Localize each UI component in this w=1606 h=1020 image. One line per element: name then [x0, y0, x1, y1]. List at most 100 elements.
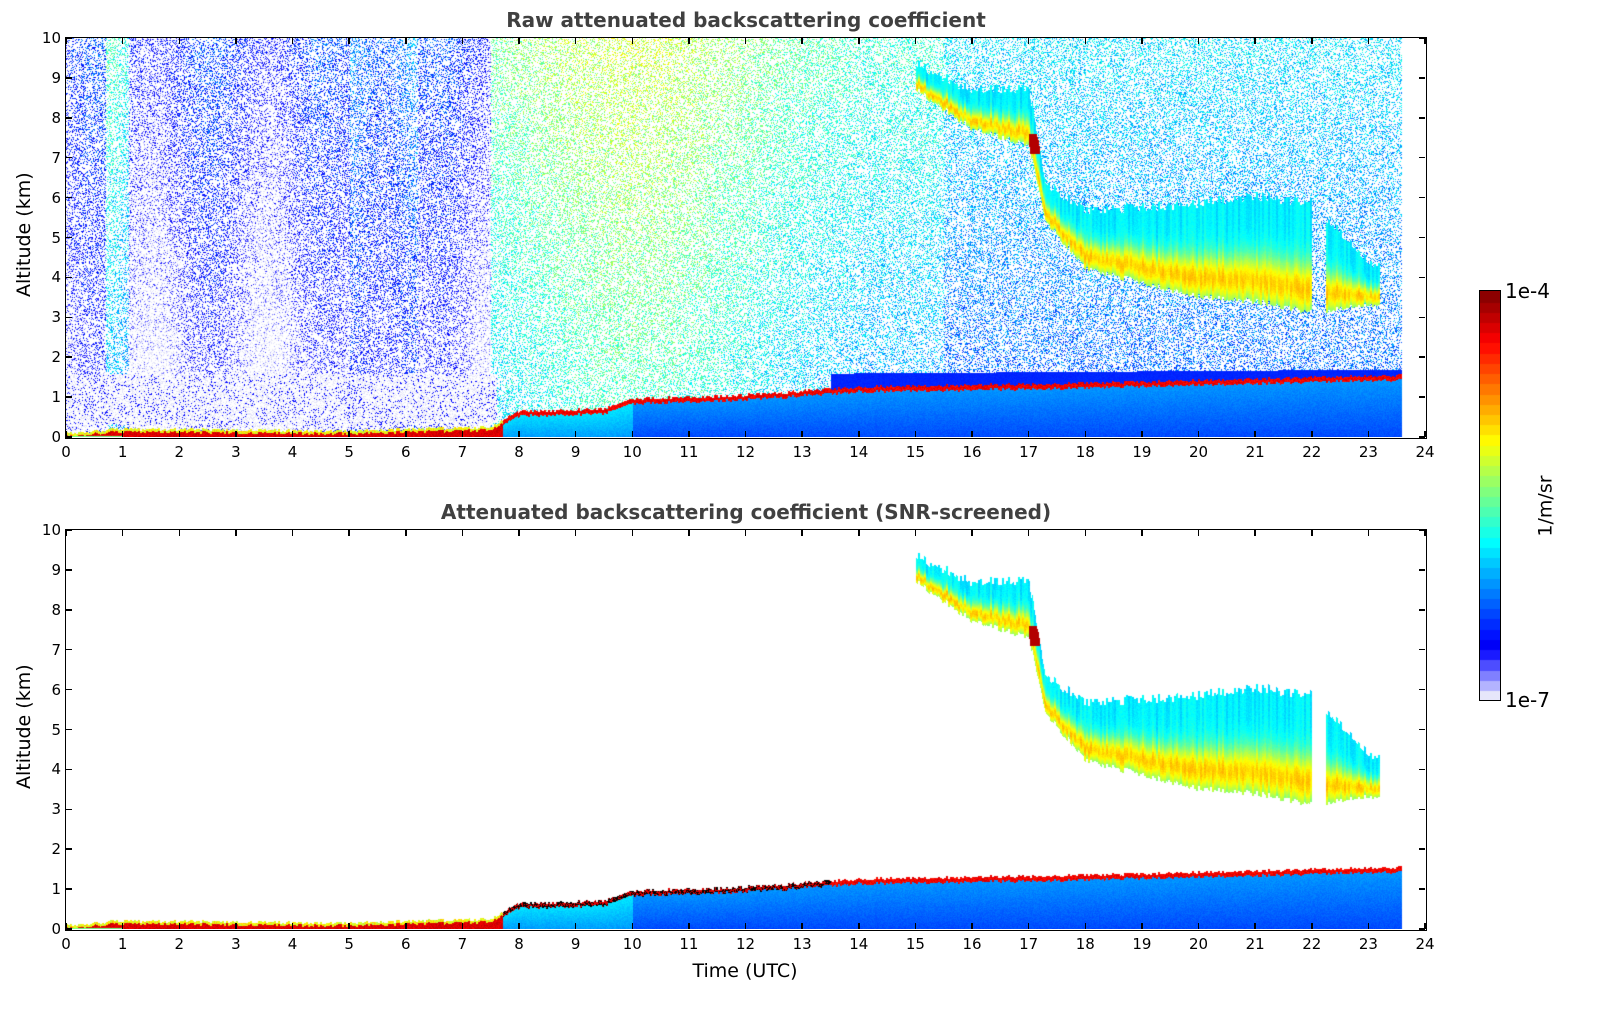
x-tick [1027, 431, 1030, 437]
x-tick [1197, 530, 1200, 536]
x-tick-label: 23 [1358, 443, 1378, 461]
y-tick [1419, 436, 1425, 438]
x-tick [1424, 38, 1426, 44]
top-plot-axes [65, 37, 1427, 439]
y-tick [1419, 236, 1425, 239]
x-tick-label: 19 [1132, 443, 1152, 461]
x-tick [914, 530, 917, 536]
x-tick-label: 12 [735, 935, 756, 953]
x-tick [178, 530, 180, 536]
top-plot-y-axis-label: Altitude (km) [13, 172, 35, 297]
colorbar-max-label: 1e-4 [1505, 279, 1550, 303]
y-tick [1419, 648, 1425, 651]
x-tick-label: 3 [231, 443, 241, 461]
y-tick [66, 436, 72, 438]
y-tick [1419, 316, 1425, 319]
x-tick [688, 923, 690, 929]
y-tick-label: 9 [51, 68, 61, 87]
y-tick [66, 316, 72, 319]
y-tick [1419, 396, 1425, 398]
x-tick-label: 8 [514, 935, 524, 953]
y-tick [66, 37, 72, 39]
x-tick [518, 431, 520, 437]
y-tick [66, 156, 72, 159]
x-tick [518, 530, 520, 536]
top-plot-heatmap [66, 38, 1425, 437]
x-tick [178, 923, 180, 929]
x-tick-label: 3 [231, 935, 241, 953]
x-tick [1311, 923, 1313, 929]
y-tick [66, 648, 72, 651]
x-tick [1141, 530, 1143, 536]
x-tick-label: 16 [962, 935, 982, 953]
x-tick-label: 0 [61, 935, 71, 953]
y-tick [66, 928, 72, 930]
x-tick [801, 431, 803, 437]
x-tick [461, 38, 464, 44]
y-tick [66, 77, 72, 79]
x-tick-label: 19 [1132, 935, 1152, 953]
x-tick [688, 530, 690, 536]
colorbar-gradient [1480, 291, 1500, 700]
x-tick [291, 431, 294, 437]
x-tick [914, 38, 917, 44]
y-tick-label: 0 [51, 920, 61, 938]
x-tick [235, 923, 237, 929]
x-tick [801, 530, 803, 536]
x-tick-label: 21 [1245, 443, 1265, 461]
y-tick-label: 10 [41, 521, 61, 539]
x-tick [1084, 530, 1086, 536]
x-tick [971, 38, 973, 44]
x-tick [235, 38, 237, 44]
x-tick [291, 530, 294, 536]
x-tick [1084, 38, 1086, 44]
x-tick [574, 38, 577, 44]
x-tick-label: 21 [1245, 935, 1265, 953]
x-tick-label: 15 [905, 935, 925, 953]
x-tick [1084, 923, 1086, 929]
y-tick [1419, 888, 1425, 890]
x-tick [518, 923, 520, 929]
colorbar [1479, 290, 1501, 701]
x-tick [348, 923, 350, 929]
y-tick [1419, 356, 1425, 358]
y-tick-label: 1 [51, 880, 61, 899]
x-tick [1254, 431, 1256, 437]
x-tick-label: 1 [117, 935, 128, 953]
y-tick-label: 0 [51, 428, 61, 446]
y-tick [66, 396, 72, 398]
x-tick [405, 431, 407, 437]
x-tick-label: 2 [174, 443, 185, 461]
x-tick [1311, 530, 1313, 536]
x-tick [858, 530, 860, 536]
x-tick-label: 10 [622, 443, 642, 461]
bottom-plot-x-axis-label: Time (UTC) [692, 960, 798, 982]
x-tick [65, 923, 67, 929]
x-tick [744, 923, 747, 929]
x-tick-label: 4 [287, 443, 298, 461]
x-tick [178, 431, 180, 437]
x-tick [801, 923, 803, 929]
x-tick-label: 20 [1188, 443, 1209, 461]
x-tick [744, 530, 747, 536]
x-tick [1254, 530, 1256, 536]
x-tick [65, 431, 67, 437]
x-tick [688, 431, 690, 437]
x-tick [574, 431, 577, 437]
x-tick [744, 38, 747, 44]
x-tick [1311, 431, 1313, 437]
y-tick [1419, 609, 1425, 611]
x-tick-label: 1 [117, 443, 128, 461]
colorbar-min-label: 1e-7 [1505, 688, 1550, 712]
x-tick [65, 38, 67, 44]
x-tick-label: 17 [1019, 935, 1039, 953]
x-tick [631, 530, 633, 536]
x-tick [1424, 431, 1426, 437]
x-tick-label: 13 [792, 443, 812, 461]
x-tick-label: 4 [287, 935, 298, 953]
x-tick [1367, 923, 1370, 929]
x-tick-label: 10 [622, 935, 642, 953]
x-tick [1367, 38, 1370, 44]
y-tick-label: 6 [51, 188, 61, 207]
x-tick [1424, 530, 1426, 536]
